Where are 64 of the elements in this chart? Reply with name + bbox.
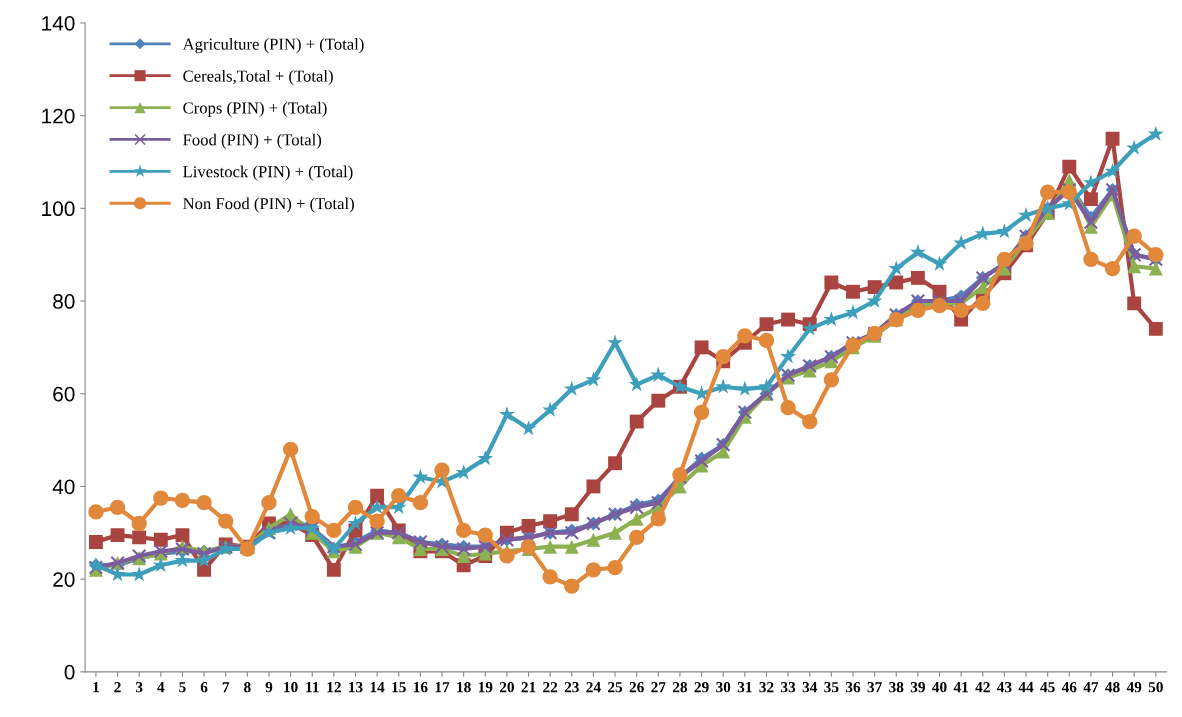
y-tick-label: 0 (64, 664, 75, 680)
x-tick-label: 15 (392, 682, 406, 693)
x-tick-label: 28 (672, 681, 688, 693)
y-tick-label: 120 (42, 108, 75, 124)
x-tick-label: 20 (499, 681, 514, 693)
x-tick-label: 39 (910, 682, 925, 693)
y-tick-label: 80 (53, 294, 75, 309)
y-tick-label: 140 (42, 15, 75, 31)
x-tick-label: 9 (265, 682, 273, 693)
legend-label: Cereals,Total + (Total) (183, 69, 333, 86)
x-tick-label: 16 (413, 682, 428, 693)
x-tick-label: 6 (200, 682, 208, 693)
x-tick-label: 23 (564, 682, 579, 693)
x-tick-label: 50 (1148, 681, 1163, 693)
x-tick-label: 46 (1061, 682, 1077, 693)
x-tick-label: 21 (521, 682, 536, 693)
x-tick-label: 41 (953, 682, 968, 693)
legend-label: Livestock (PIN) + (Total) (183, 165, 353, 181)
x-tick-label: 37 (867, 682, 882, 693)
x-tick-label: 45 (1040, 682, 1055, 693)
x-tick-label: 2 (114, 682, 121, 693)
x-tick-label: 12 (327, 682, 341, 693)
x-tick-label: 40 (932, 681, 947, 693)
y-tick-label: 60 (53, 386, 75, 402)
x-tick-label: 26 (629, 682, 644, 693)
x-tick-label: 11 (306, 682, 319, 693)
x-tick-label: 42 (975, 682, 990, 693)
x-tick-label: 14 (370, 682, 385, 693)
legend-label: Crops (PIN) + (Total) (183, 101, 327, 117)
x-tick-label: 43 (996, 682, 1012, 693)
x-tick-label: 38 (889, 681, 904, 693)
x-tick-label: 18 (457, 681, 471, 693)
y-tick-label: 100 (42, 201, 75, 217)
x-tick-label: 33 (781, 682, 796, 693)
x-tick-label: 24 (586, 682, 601, 693)
x-tick-label: 19 (478, 682, 493, 693)
x-tick-label: 32 (759, 682, 774, 693)
x-tick-label: 30 (716, 681, 731, 693)
x-tick-label: 27 (651, 682, 666, 693)
x-tick-label: 1 (93, 682, 99, 693)
x-tick-label: 8 (244, 681, 251, 693)
x-tick-label: 13 (349, 682, 363, 693)
x-tick-label: 47 (1083, 682, 1099, 693)
x-tick-label: 49 (1126, 682, 1142, 693)
x-tick-label: 25 (608, 682, 623, 693)
x-tick-label: 31 (737, 682, 752, 693)
legend-label: Food (PIN) + (Total) (183, 133, 322, 149)
x-tick-label: 4 (157, 682, 165, 693)
x-tick-label: 35 (824, 682, 839, 693)
x-tick-label: 36 (845, 682, 861, 693)
x-tick-label: 22 (543, 682, 558, 693)
x-tick-label: 29 (694, 682, 709, 693)
x-tick-label: 17 (435, 682, 450, 693)
x-tick-label: 5 (179, 682, 186, 693)
y-tick-label: 40 (52, 479, 75, 495)
legend-label: Agriculture (PIN) + (Total) (182, 38, 364, 54)
x-tick-label: 7 (222, 682, 230, 693)
legend-label: Non Food (PIN) + (Total) (183, 197, 354, 213)
x-tick-label: 34 (802, 682, 818, 693)
x-tick-label: 3 (135, 682, 143, 693)
x-tick-label: 48 (1105, 681, 1120, 693)
x-tick-label: 10 (284, 681, 298, 693)
x-tick-label: 44 (1018, 682, 1034, 693)
y-tick-label: 20 (53, 572, 75, 587)
